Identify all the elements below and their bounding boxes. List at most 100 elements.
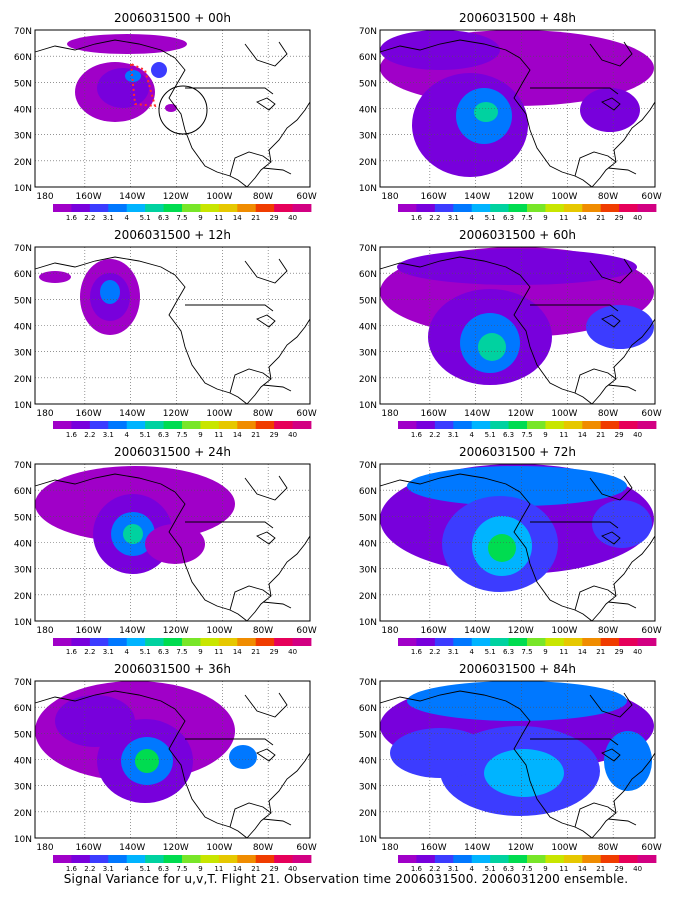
colorbar-label: 11	[559, 648, 568, 656]
lon-label: 100W	[551, 843, 577, 853]
colorbar-swatch	[126, 204, 146, 212]
colorbar-label: 9	[543, 431, 547, 439]
colorbar-label: 7.5	[176, 431, 187, 439]
lon-label: 160W	[76, 626, 102, 636]
lat-label: 40N	[359, 540, 377, 550]
colorbar-label: 21	[251, 431, 260, 439]
coastlines	[34, 473, 311, 622]
colorbar-label: 4	[469, 648, 474, 656]
lon-label: 100W	[206, 626, 232, 636]
colorbar-swatch	[163, 421, 183, 429]
colorbar-swatch	[508, 204, 528, 212]
lat-label: 40N	[359, 757, 377, 767]
colorbar-swatch	[545, 855, 565, 863]
colorbar-label: 29	[615, 648, 624, 656]
colorbar-label: 2.2	[84, 214, 95, 222]
lon-label: 100W	[206, 409, 232, 419]
colorbar-label: 40	[633, 431, 642, 439]
colorbar-label: 1.6	[411, 431, 423, 439]
colorbar-swatch	[619, 421, 638, 429]
variance-contour	[55, 695, 135, 747]
colorbar-swatch	[145, 421, 164, 429]
colorbar-swatch	[582, 638, 602, 646]
lon-label: 80W	[253, 843, 273, 853]
colorbar-swatch	[545, 204, 565, 212]
colorbar-label: 14	[578, 431, 587, 439]
variance-contour	[390, 728, 490, 778]
lon-label: 140W	[464, 626, 490, 636]
colorbar-swatch	[255, 204, 275, 212]
lat-label: 60N	[359, 270, 377, 280]
colorbar-swatch	[53, 855, 72, 863]
variance-contour	[604, 731, 652, 791]
coastlines	[34, 256, 311, 405]
map-panel-p60: 2006031500 + 60h 70N 60N 50N 40N 30N 20N 10N 180…	[359, 228, 662, 439]
lon-label: 160W	[76, 192, 102, 202]
lon-label: 80W	[253, 626, 273, 636]
colorbar-label: 40	[288, 648, 297, 656]
variance-contour	[151, 62, 167, 78]
colorbar-swatch	[434, 638, 454, 646]
colorbar-label: 2.2	[84, 648, 95, 656]
map-frame	[379, 680, 656, 839]
colorbar-swatch	[416, 204, 436, 212]
colorbar-swatch	[582, 204, 602, 212]
colorbar-label: 40	[633, 214, 642, 222]
colorbar-swatch	[53, 421, 72, 429]
colorbar-swatch	[434, 204, 454, 212]
colorbar-label: 6.3	[158, 214, 169, 222]
colorbar-label: 4	[469, 865, 474, 873]
colorbar-swatch	[71, 638, 91, 646]
lat-label: 70N	[359, 27, 377, 37]
colorbar-swatch	[200, 638, 220, 646]
colorbar-swatch	[126, 638, 146, 646]
colorbar-swatch	[89, 638, 109, 646]
colorbar-label: 3.1	[103, 865, 114, 873]
colorbar-swatch	[545, 421, 565, 429]
panel-title: 2006031500 + 48h	[459, 11, 576, 25]
lon-label: 120W	[508, 409, 534, 419]
colorbar-swatch	[182, 638, 201, 646]
variance-contour	[135, 749, 159, 773]
colorbar-swatch	[218, 204, 238, 212]
colorbar-label: 21	[596, 865, 605, 873]
colorbar-label: 14	[233, 431, 242, 439]
colorbar-swatch	[563, 638, 583, 646]
colorbar-label: 6.3	[158, 648, 169, 656]
colorbar-swatch	[453, 204, 473, 212]
colorbar-label: 6.3	[503, 865, 514, 873]
figure-caption: Signal Variance for u,v,T. Flight 21. Ob…	[63, 872, 629, 886]
lat-label: 20N	[359, 158, 377, 168]
colorbar-label: 3.1	[448, 214, 459, 222]
lon-label: 160W	[76, 843, 102, 853]
colorbar-swatch	[490, 204, 509, 212]
lon-label: 60W	[296, 843, 316, 853]
lat-label: 10N	[14, 184, 32, 194]
colorbar-swatch	[416, 638, 436, 646]
colorbar-label: 29	[270, 648, 279, 656]
panel-title: 2006031500 + 60h	[459, 228, 576, 242]
colorbar-swatch	[637, 204, 657, 212]
colorbar-label: 9	[198, 214, 202, 222]
colorbar-label: 9	[543, 865, 547, 873]
graticule	[380, 30, 655, 187]
colorbar-swatch	[292, 855, 312, 863]
colorbar-swatch	[453, 421, 473, 429]
colorbar-label: 40	[288, 214, 297, 222]
colorbar-label: 14	[578, 214, 587, 222]
colorbar-swatch	[163, 204, 183, 212]
lat-label: 20N	[14, 592, 32, 602]
lat-label: 60N	[14, 53, 32, 63]
colorbar-label: 40	[633, 648, 642, 656]
colorbar-swatch	[398, 421, 417, 429]
lat-label: 60N	[359, 704, 377, 714]
colorbar-swatch	[145, 638, 164, 646]
map-frame	[379, 246, 656, 405]
colorbar-label: 21	[596, 648, 605, 656]
colorbar-swatch	[200, 421, 220, 429]
colorbar-label: 9	[198, 865, 202, 873]
lat-label: 50N	[14, 730, 32, 740]
lat-label: 20N	[359, 809, 377, 819]
lon-label: 80W	[598, 409, 618, 419]
colorbar-label: 29	[270, 214, 279, 222]
